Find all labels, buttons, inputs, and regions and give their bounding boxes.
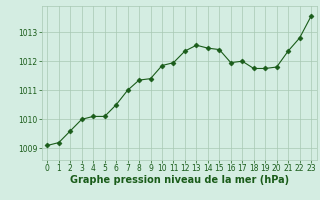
X-axis label: Graphe pression niveau de la mer (hPa): Graphe pression niveau de la mer (hPa) [70, 175, 289, 185]
